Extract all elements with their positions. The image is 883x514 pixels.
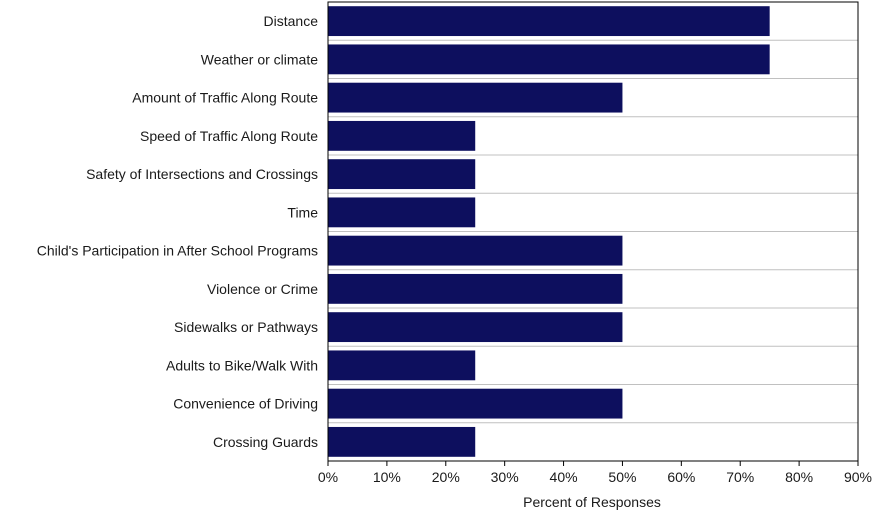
category-label: Safety of Intersections and Crossings	[86, 166, 318, 182]
bars	[328, 6, 770, 457]
bar	[328, 426, 476, 457]
x-tick-label: 10%	[373, 469, 401, 485]
bar	[328, 197, 476, 228]
category-label: Adults to Bike/Walk With	[166, 357, 318, 373]
plot-area-border	[327, 1, 859, 462]
gridlines	[328, 39, 858, 424]
x-tick-label: 80%	[785, 469, 813, 485]
bar	[328, 388, 623, 419]
category-label: Child's Participation in After School Pr…	[37, 243, 318, 259]
bar	[328, 6, 770, 37]
bar	[328, 159, 476, 190]
bar	[328, 44, 770, 75]
x-tick-label: 50%	[608, 469, 636, 485]
category-label: Speed of Traffic Along Route	[140, 128, 318, 144]
bar	[328, 350, 476, 381]
category-label: Violence or Crime	[207, 281, 318, 297]
x-tick-label: 40%	[550, 469, 578, 485]
category-label: Amount of Traffic Along Route	[132, 90, 318, 106]
category-label: Sidewalks or Pathways	[174, 319, 318, 335]
bar	[328, 82, 623, 113]
x-tick-label: 0%	[318, 469, 338, 485]
category-label: Weather or climate	[201, 51, 318, 67]
category-label: Convenience of Driving	[173, 396, 318, 412]
x-axis-ticks: 0% 10% 20% 30% 40% 50% 60% 70% 80% 90%	[318, 461, 872, 485]
x-tick-label: 60%	[667, 469, 695, 485]
x-tick-label: 90%	[844, 469, 872, 485]
category-label: Crossing Guards	[213, 434, 318, 450]
x-tick-label: 70%	[726, 469, 754, 485]
x-tick-label: 30%	[491, 469, 519, 485]
bar	[328, 312, 623, 343]
bar	[328, 235, 623, 266]
x-axis-title: Percent of Responses	[523, 494, 661, 510]
x-tick-label: 20%	[432, 469, 460, 485]
category-label: Distance	[264, 13, 319, 29]
category-label: Time	[287, 204, 318, 220]
bar	[328, 120, 476, 151]
category-labels: Distance Weather or climate Amount of Traf…	[37, 13, 318, 450]
bar	[328, 273, 623, 304]
